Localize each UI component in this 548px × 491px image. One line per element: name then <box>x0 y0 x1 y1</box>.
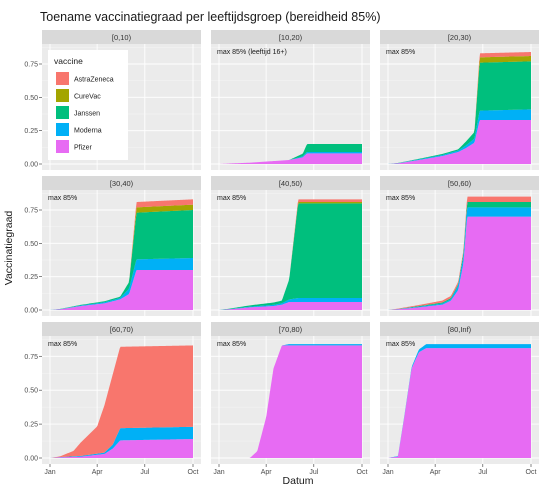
facet-strip <box>42 176 201 190</box>
legend-swatch <box>56 123 69 136</box>
facet-panel: [10,20) max 85% (leeftijd 16+) <box>211 30 370 170</box>
facet-strip-label: [60,70) <box>110 325 134 334</box>
y-tick-label: 0.00 <box>24 456 38 463</box>
area-pfizer <box>50 270 193 310</box>
facet-strip-label: [20,30) <box>448 33 472 42</box>
x-tick-label: Jan <box>44 469 55 476</box>
facet-strip <box>380 322 539 336</box>
facet-strip <box>211 322 370 336</box>
x-tick-label: Apr <box>92 469 104 476</box>
legend-label: Moderna <box>74 128 102 135</box>
y-tick-label: 0.25 <box>24 422 38 429</box>
facet-strip <box>211 176 370 190</box>
x-tick-label: Oct <box>188 469 199 476</box>
legend-label: Janssen <box>74 111 100 118</box>
x-tick-label: Jul <box>309 469 318 476</box>
legend-swatch <box>56 106 69 119</box>
area-pfizer <box>219 345 362 458</box>
chart-title: Toename vaccinatiegraad per leeftijdsgro… <box>40 10 381 24</box>
facet-panel: [40,50) max 85% <box>211 176 370 316</box>
facet-panel: [70,80) max 85% Jan Apr Jul Oct <box>211 322 370 476</box>
legend-swatch <box>56 89 69 102</box>
facet-strip-label: [50,60) <box>448 179 472 188</box>
panel-annotation: max 85% <box>48 341 77 348</box>
legend-label: CureVac <box>74 94 101 101</box>
y-tick-label: 0.00 <box>24 308 38 315</box>
legend-label: Pfizer <box>74 145 93 152</box>
area-janssen <box>219 144 362 164</box>
facet-strip-label: [0,10) <box>112 33 132 42</box>
facet-strip-label: [30,40) <box>110 179 134 188</box>
legend-swatch <box>56 140 69 153</box>
panel-annotation: max 85% (leeftijd 16+) <box>217 49 287 56</box>
area-janssen <box>50 210 193 310</box>
facet-panel: [0,10) 0.00 0.25 0.50 0.75 vaccine AstraZeneca… <box>24 30 201 170</box>
area-janssen <box>219 203 362 310</box>
panel-annotation: max 85% <box>217 341 246 348</box>
area-pfizer <box>219 302 362 310</box>
y-tick-label: 0.25 <box>24 274 38 281</box>
facet-strip-label: [70,80) <box>279 325 303 334</box>
facet-panel: [80,Inf) max 85% Jan Apr Jul Oct <box>380 322 539 476</box>
x-tick-label: Jan <box>382 469 393 476</box>
panel-annotation: max 85% <box>386 49 415 56</box>
panel-annotation: max 85% <box>48 195 77 202</box>
x-tick-label: Jul <box>478 469 487 476</box>
facet-strip <box>211 30 370 44</box>
x-tick-label: Apr <box>430 469 442 476</box>
facet-panel: [60,70) max 85% 0.00 0.25 0.50 0.75 Jan Apr Jul O… <box>24 322 201 476</box>
legend: vaccine AstraZeneca CureVac Janssen Moderna P… <box>48 50 128 160</box>
x-tick-label: Jan <box>213 469 224 476</box>
x-tick-label: Oct <box>526 469 537 476</box>
area-pfizer <box>388 120 531 164</box>
area-moderna <box>50 426 193 458</box>
area-astrazeneca <box>50 345 193 458</box>
y-tick-label: 0.75 <box>24 208 38 215</box>
area-pfizer <box>50 439 193 458</box>
facet-strip <box>42 322 201 336</box>
facet-panel: [20,30) max 85% <box>380 30 539 170</box>
area-pfizer <box>219 153 362 164</box>
legend-title: vaccine <box>54 56 83 66</box>
facet-strip <box>42 30 201 44</box>
x-tick-label: Oct <box>357 469 368 476</box>
facet-strip-label: [40,50) <box>279 179 303 188</box>
legend-swatch <box>56 72 69 85</box>
facet-panel: [50,60) max 85% <box>380 176 539 316</box>
area-moderna <box>50 258 193 310</box>
y-tick-label: 0.50 <box>24 241 38 248</box>
y-tick-label: 0.50 <box>24 388 38 395</box>
x-tick-label: Apr <box>261 469 273 476</box>
y-tick-label: 0.25 <box>24 128 38 135</box>
y-axis-label: Vaccinatiegraad <box>3 211 15 286</box>
y-tick-label: 0.75 <box>24 62 38 69</box>
facet-strip-label: [80,Inf) <box>448 325 472 334</box>
y-tick-label: 0.50 <box>24 95 38 102</box>
y-tick-label: 0.00 <box>24 162 38 169</box>
area-moderna <box>219 298 362 310</box>
panel-annotation: max 85% <box>217 195 246 202</box>
panel-annotation: max 85% <box>386 341 415 348</box>
facet-strip <box>380 176 539 190</box>
facet-strip-label: [10,20) <box>279 33 303 42</box>
area-janssen <box>388 61 531 164</box>
area-pfizer <box>388 216 531 310</box>
facet-panels: [0,10) 0.00 0.25 0.50 0.75 vaccine AstraZeneca… <box>24 30 539 476</box>
facet-strip <box>380 30 539 44</box>
panel-annotation: max 85% <box>386 195 415 202</box>
x-axis-label: Datum <box>283 475 314 486</box>
legend-label: AstraZeneca <box>74 77 114 84</box>
area-pfizer <box>388 348 531 458</box>
area-moderna <box>219 152 362 164</box>
area-moderna <box>388 109 531 164</box>
x-tick-label: Jul <box>140 469 149 476</box>
facet-panel: [30,40) max 85% 0.00 0.25 0.50 0.75 <box>24 176 201 316</box>
y-tick-label: 0.75 <box>24 354 38 361</box>
